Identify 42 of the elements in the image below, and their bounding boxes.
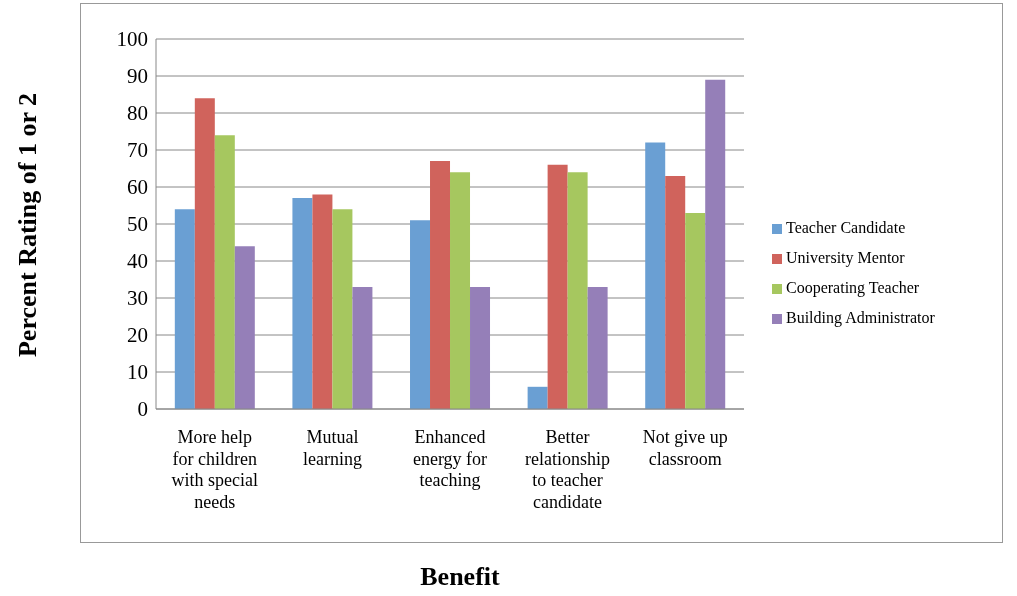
- y-tick-label: 0: [137, 397, 148, 422]
- y-tick-label: 70: [127, 138, 148, 163]
- bar: [547, 164, 568, 409]
- legend-label: Cooperating Teacher: [786, 279, 920, 296]
- bar: [685, 212, 706, 409]
- x-tick-label: More help for children with special needs: [171, 427, 259, 512]
- bar: [234, 246, 255, 409]
- y-axis-title: Percent Rating of 1 or 2: [13, 92, 43, 358]
- x-tick-label: Better relationship to teacher candidate: [525, 427, 611, 512]
- bar: [430, 161, 451, 409]
- x-tick-label: Enhanced energy for teaching: [412, 427, 488, 491]
- y-tick-label: 60: [127, 175, 148, 200]
- x-tick-label: Mutual learning: [302, 427, 362, 469]
- y-tick-label: 30: [127, 286, 148, 311]
- y-tick-label: 50: [127, 212, 148, 237]
- y-tick-label: 20: [127, 323, 148, 348]
- y-tick-label: 40: [127, 249, 148, 274]
- bar: [527, 386, 548, 409]
- bar: [450, 172, 471, 409]
- bar: [645, 142, 666, 409]
- bar: [214, 135, 235, 409]
- bar: [587, 286, 608, 409]
- y-tick-label: 100: [116, 27, 148, 52]
- bar: [567, 172, 588, 409]
- x-tick-label: Not give up classroom: [642, 427, 728, 469]
- bar: [665, 175, 686, 409]
- bar: [312, 194, 333, 409]
- y-tick-label: 90: [127, 64, 148, 89]
- legend-label: Building Administrator: [786, 309, 935, 326]
- legend-label: Teacher Candidate: [786, 219, 906, 236]
- bar: [194, 98, 215, 409]
- y-tick-label: 80: [127, 101, 148, 126]
- bar: [410, 220, 431, 409]
- bar: [352, 286, 373, 409]
- bar: [470, 286, 491, 409]
- bar: [174, 209, 195, 409]
- bar: [292, 198, 313, 409]
- bar: [705, 79, 726, 409]
- legend-label: University Mentor: [786, 249, 905, 266]
- bar: [332, 209, 353, 409]
- y-tick-label: 10: [127, 360, 148, 385]
- x-axis-title: Benefit: [419, 562, 501, 592]
